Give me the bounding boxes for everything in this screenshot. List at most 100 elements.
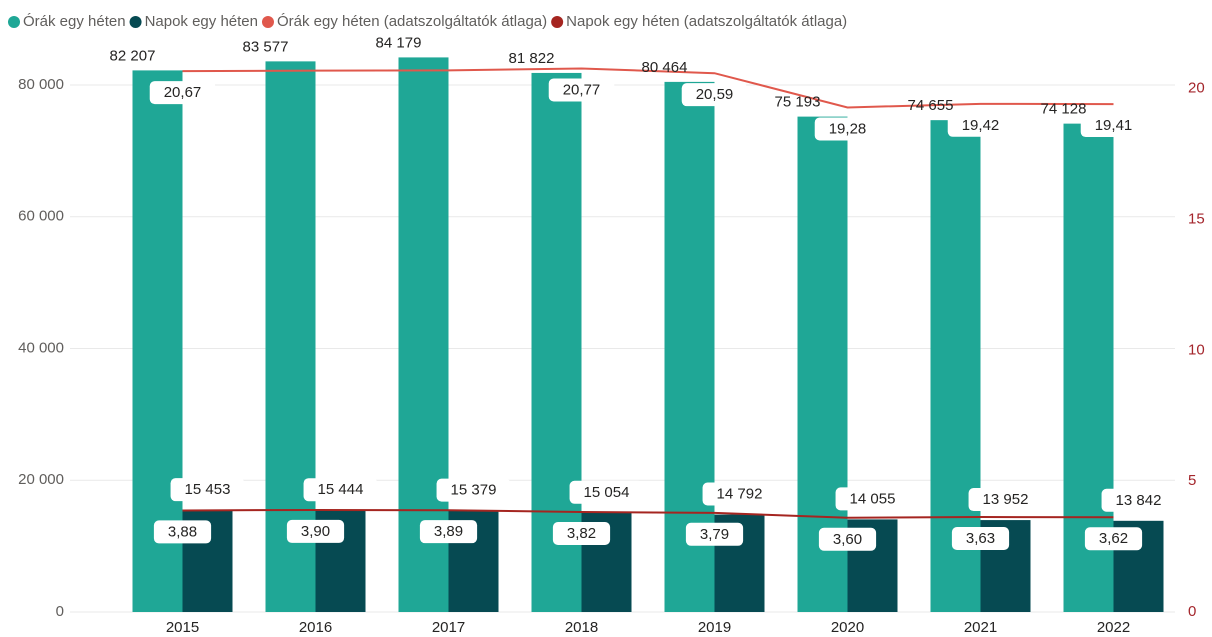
data-label-text: 80 464 [642,59,688,76]
data-label-text: 3,79 [700,526,729,543]
data-label: 19,42 [947,113,1014,137]
y-tick-label: 40 000 [18,339,64,356]
label-box [436,478,511,502]
legend-label: Órák egy héten [23,13,126,30]
label-box [814,117,881,141]
data-label-text: 20,67 [164,84,202,101]
label-box [153,520,212,544]
data-label: 81 822 [509,50,555,67]
data-label-text: 74 655 [908,97,954,114]
legend-marker [261,16,274,28]
data-label-text: 15 453 [185,481,231,498]
y-tick-label: 20 000 [18,471,64,488]
label-box [170,478,245,502]
data-label-text: 19,41 [1095,117,1133,134]
legend-label: Órák egy héten (adatszolgáltatók átlaga) [277,13,547,30]
data-label-text: 13 842 [1116,492,1162,509]
label-box [835,487,910,511]
label-box [286,519,345,543]
label-box [947,113,1014,137]
data-label: 20,67 [149,81,216,105]
data-label: 3,60 [818,527,877,551]
data-label: 84 179 [376,34,422,51]
legend-marker [8,16,20,28]
data-label: 74 128 [1041,101,1087,118]
y2-tick-label: 20 [1188,80,1205,97]
label-box [548,78,615,102]
bar [398,57,449,613]
data-label: 3,63 [951,526,1010,550]
label-box [1080,114,1147,138]
data-label: 82 207 [110,47,156,64]
data-label-text: 14 792 [717,486,763,503]
label-box [303,478,378,502]
x-tick-label: 2021 [964,619,997,636]
y-tick-label: 60 000 [18,208,64,225]
data-label-text: 14 055 [850,490,896,507]
data-label-text: 20,59 [696,86,734,103]
label-box [685,522,744,546]
data-label-text: 13 952 [983,491,1029,508]
data-label: 15 379 [436,478,511,502]
data-label-text: 74 128 [1041,101,1087,118]
x-tick-label: 2020 [831,619,864,636]
data-label: 20,59 [681,83,748,107]
data-label-text: 20,77 [563,81,601,98]
data-label: 3,89 [419,520,478,544]
label-box [149,81,216,105]
y2-tick-label: 0 [1188,603,1196,620]
label-box [951,526,1010,550]
label-box [681,83,748,107]
label-box [552,522,611,546]
data-label-text: 19,42 [962,117,1000,134]
data-label-text: 19,28 [829,120,867,137]
data-label-text: 83 577 [243,38,289,55]
data-label-text: 3,60 [833,531,862,548]
x-tick-label: 2022 [1097,619,1130,636]
x-tick-label: 2016 [299,619,332,636]
x-tick-label: 2015 [166,619,199,636]
data-label: 13 952 [968,488,1043,512]
legend-label: Napok egy héten [145,13,258,30]
x-tick-label: 2019 [698,619,731,636]
data-label: 83 577 [243,38,289,55]
label-box [818,527,877,551]
y2-tick-label: 10 [1188,341,1205,358]
data-label: 75 193 [775,94,821,111]
data-label-text: 3,90 [301,523,330,540]
data-label-text: 3,62 [1099,530,1128,547]
data-label: 14 055 [835,487,910,511]
y-tick-label: 0 [56,603,64,620]
line [182,67,1114,109]
legend-label: Napok egy héten (adatszolgáltatók átlaga… [566,13,847,30]
data-label-text: 81 822 [509,50,555,67]
x-tick-label: 2018 [565,619,598,636]
label-box [702,482,777,506]
data-label-text: 15 444 [318,481,364,498]
data-label: 19,28 [814,117,881,141]
data-label: 19,41 [1080,114,1147,138]
legend-marker [551,16,564,28]
data-label-text: 3,89 [434,523,463,540]
label-box [419,520,478,544]
data-label: 15 054 [569,480,644,504]
data-label: 14 792 [702,482,777,506]
label-box [569,480,644,504]
data-label-text: 3,63 [966,530,995,547]
data-label: 74 655 [908,97,954,114]
label-box [968,488,1043,512]
label-box [1101,488,1176,512]
data-label: 13 842 [1101,488,1176,512]
data-label-text: 3,88 [168,523,197,540]
data-label: 3,90 [286,519,345,543]
line [182,508,1114,519]
data-label: 80 464 [642,59,688,76]
data-label: 3,88 [153,520,212,544]
data-label-text: 3,82 [567,525,596,542]
data-label: 3,62 [1084,527,1143,551]
data-label: 15 444 [303,478,378,502]
data-label: 3,82 [552,522,611,546]
x-tick-label: 2017 [432,619,465,636]
y2-tick-label: 5 [1188,472,1196,489]
